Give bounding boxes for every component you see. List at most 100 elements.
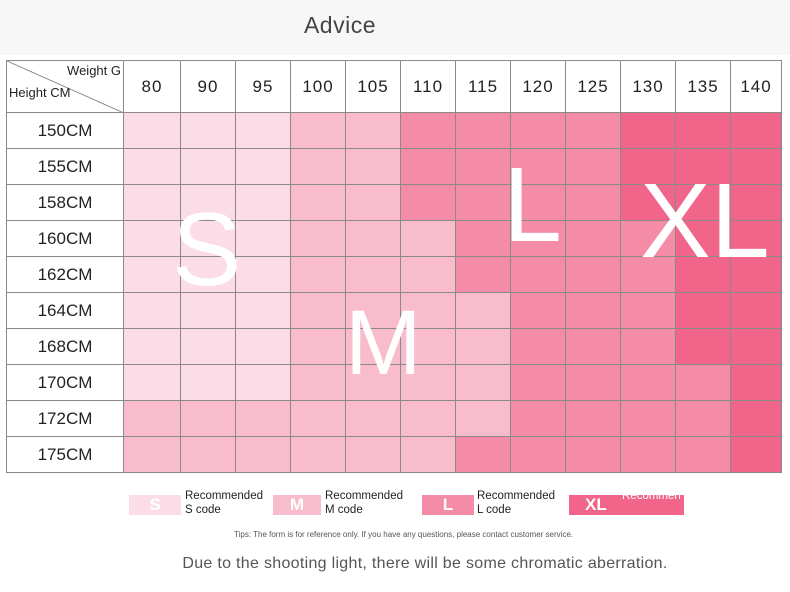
size-cell-m <box>180 436 236 473</box>
size-cell-xl <box>730 112 782 149</box>
weight-header-row: Weight G Height CM 80 90 95 100 105 110 115 120… <box>6 60 782 113</box>
size-cell-m <box>345 292 401 329</box>
size-cell-l <box>510 112 566 149</box>
size-cell-l <box>620 364 676 401</box>
size-cell-m <box>345 400 401 437</box>
size-cell-xl <box>730 436 782 473</box>
tips-text: Tips: The form is for reference only. If… <box>234 530 574 539</box>
weight-col-115: 115 <box>455 60 511 113</box>
size-cell-l <box>620 292 676 329</box>
chart-title: Advice <box>303 12 377 38</box>
size-cell-xl <box>730 292 782 329</box>
size-cell-l <box>565 400 621 437</box>
size-cell-s <box>180 364 236 401</box>
size-cell-s <box>123 148 181 185</box>
height-axis-label: Height CM <box>9 85 71 100</box>
size-cell-s <box>123 112 181 149</box>
size-cell-s <box>123 328 181 365</box>
legend-swatch-l: L <box>422 495 474 515</box>
size-cell-s <box>235 292 291 329</box>
size-cell-l <box>455 148 511 185</box>
weight-col-140: 140 <box>730 60 782 113</box>
size-cell-xl <box>730 220 782 257</box>
size-cell-s <box>235 256 291 293</box>
size-cell-m <box>345 184 401 221</box>
size-cell-l <box>510 184 566 221</box>
table-row: 162CM <box>6 256 782 293</box>
size-cell-l <box>565 292 621 329</box>
size-cell-m <box>290 436 346 473</box>
size-cell-m <box>290 184 346 221</box>
legend-m-line1: Recommended <box>325 490 403 502</box>
size-cell-l <box>510 148 566 185</box>
size-cell-s <box>180 256 236 293</box>
size-cell-m <box>123 436 181 473</box>
size-cell-l <box>510 436 566 473</box>
table-row: 158CM <box>6 184 782 221</box>
size-cell-xl <box>675 256 731 293</box>
size-cell-l <box>510 220 566 257</box>
legend-text-xl: Recommen <box>622 489 681 503</box>
weight-col-105: 105 <box>345 60 401 113</box>
size-cell-m <box>400 292 456 329</box>
size-cell-l <box>565 436 621 473</box>
height-label-170CM: 170CM <box>6 364 124 401</box>
size-cell-s <box>180 184 236 221</box>
weight-col-90: 90 <box>180 60 236 113</box>
size-cell-s <box>123 220 181 257</box>
title-bar <box>0 0 790 55</box>
height-label-155CM: 155CM <box>6 148 124 185</box>
size-cell-l <box>400 148 456 185</box>
weight-col-110: 110 <box>400 60 456 113</box>
size-cell-m <box>400 436 456 473</box>
size-cell-xl <box>730 256 782 293</box>
size-cell-xl <box>620 112 676 149</box>
size-cell-s <box>180 220 236 257</box>
size-cell-xl <box>675 292 731 329</box>
weight-axis-label: Weight G <box>67 63 121 78</box>
table-row: 150CM <box>6 112 782 149</box>
size-cell-l <box>400 112 456 149</box>
size-cell-l <box>400 184 456 221</box>
size-cell-m <box>235 400 291 437</box>
size-cell-m <box>400 400 456 437</box>
size-cell-m <box>345 256 401 293</box>
height-label-160CM: 160CM <box>6 220 124 257</box>
size-cell-l <box>565 328 621 365</box>
size-cell-l <box>510 256 566 293</box>
legend-m-line2: M code <box>325 504 363 516</box>
weight-col-135: 135 <box>675 60 731 113</box>
size-cell-s <box>123 292 181 329</box>
corner-diagonal <box>7 61 124 113</box>
size-cell-l <box>565 112 621 149</box>
size-cell-l <box>510 400 566 437</box>
size-cell-m <box>455 328 511 365</box>
weight-col-130: 130 <box>620 60 676 113</box>
size-cell-m <box>290 328 346 365</box>
size-cell-s <box>235 364 291 401</box>
size-cell-xl <box>675 328 731 365</box>
size-cell-l <box>620 328 676 365</box>
size-label-m: M <box>345 292 422 394</box>
size-grid-body: 150CM 155CM 158CM 160CM 162CM 164CM 168CM 170CM… <box>6 112 782 473</box>
legend-l-line1: Recommended <box>477 490 555 502</box>
size-cell-l <box>455 256 511 293</box>
legend-s-line2: S code <box>185 504 221 516</box>
height-label-150CM: 150CM <box>6 112 124 149</box>
size-cell-xl <box>730 184 782 221</box>
height-label-175CM: 175CM <box>6 436 124 473</box>
size-cell-l <box>510 328 566 365</box>
size-cell-l <box>455 436 511 473</box>
height-label-158CM: 158CM <box>6 184 124 221</box>
height-label-172CM: 172CM <box>6 400 124 437</box>
size-cell-s <box>123 256 181 293</box>
size-cell-m <box>290 256 346 293</box>
legend-text-m: Recommended M code <box>325 489 403 517</box>
height-label-164CM: 164CM <box>6 292 124 329</box>
legend-text-s: Recommended S code <box>185 489 263 517</box>
chromatic-note: Due to the shooting light, there will be… <box>182 555 668 572</box>
size-cell-xl <box>675 112 731 149</box>
size-cell-m <box>290 220 346 257</box>
size-cell-s <box>235 220 291 257</box>
size-cell-m <box>455 364 511 401</box>
